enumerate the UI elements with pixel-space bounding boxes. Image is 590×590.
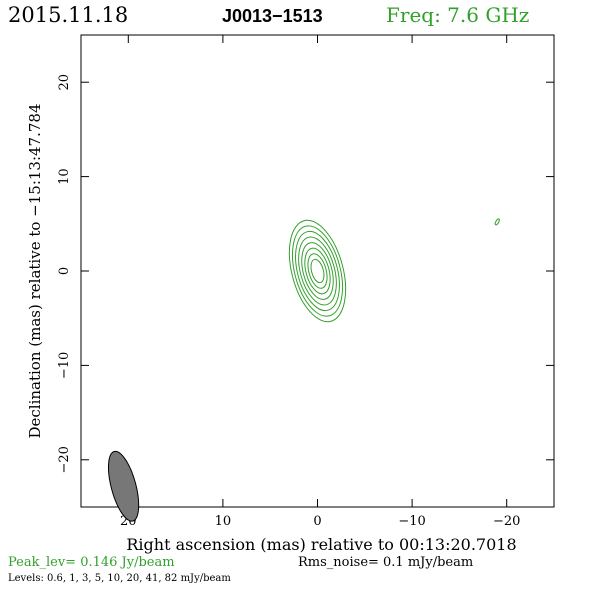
contour-core-level-3	[295, 230, 340, 312]
contour-core-level-7	[307, 253, 328, 289]
contour-core-level-4	[298, 236, 337, 306]
y-tick-label: 20	[57, 74, 72, 91]
observation-date: 2015.11.18	[8, 3, 129, 27]
contour-spot-level-1	[494, 218, 500, 226]
contour-core-level-6	[304, 247, 331, 295]
contour-core-level-1	[288, 219, 347, 323]
y-tick-label: −10	[57, 352, 72, 379]
x-tick-label: −20	[493, 514, 520, 529]
x-tick-label: −10	[398, 514, 425, 529]
contour-core-level-8	[310, 258, 325, 284]
contour-levels: Levels: 0.6, 1, 3, 5, 10, 20, 41, 82 mJy…	[8, 573, 231, 584]
x-tick-label: 10	[215, 514, 232, 529]
y-tick-label: 10	[57, 168, 72, 185]
y-tick-label: −20	[57, 446, 72, 473]
restoring-beam	[107, 450, 140, 522]
contour-core-level-2	[291, 225, 344, 317]
peak-level: Peak_lev= 0.146 Jy/beam	[8, 555, 175, 570]
contour-core-level-5	[301, 242, 334, 300]
rms-noise: Rms_noise= 0.1 mJy/beam	[298, 555, 474, 570]
x-axis-title: Right ascension (mas) relative to 00:13:…	[126, 535, 516, 554]
y-tick-label: 0	[57, 267, 72, 275]
source-name: J0013−1513	[222, 6, 323, 26]
x-tick-label: 0	[313, 514, 321, 529]
frequency-label: Freq: 7.6 GHz	[386, 3, 530, 27]
plot-frame	[80, 34, 555, 508]
y-axis-title: Declination (mas) relative to −15:13:47.…	[26, 103, 44, 438]
